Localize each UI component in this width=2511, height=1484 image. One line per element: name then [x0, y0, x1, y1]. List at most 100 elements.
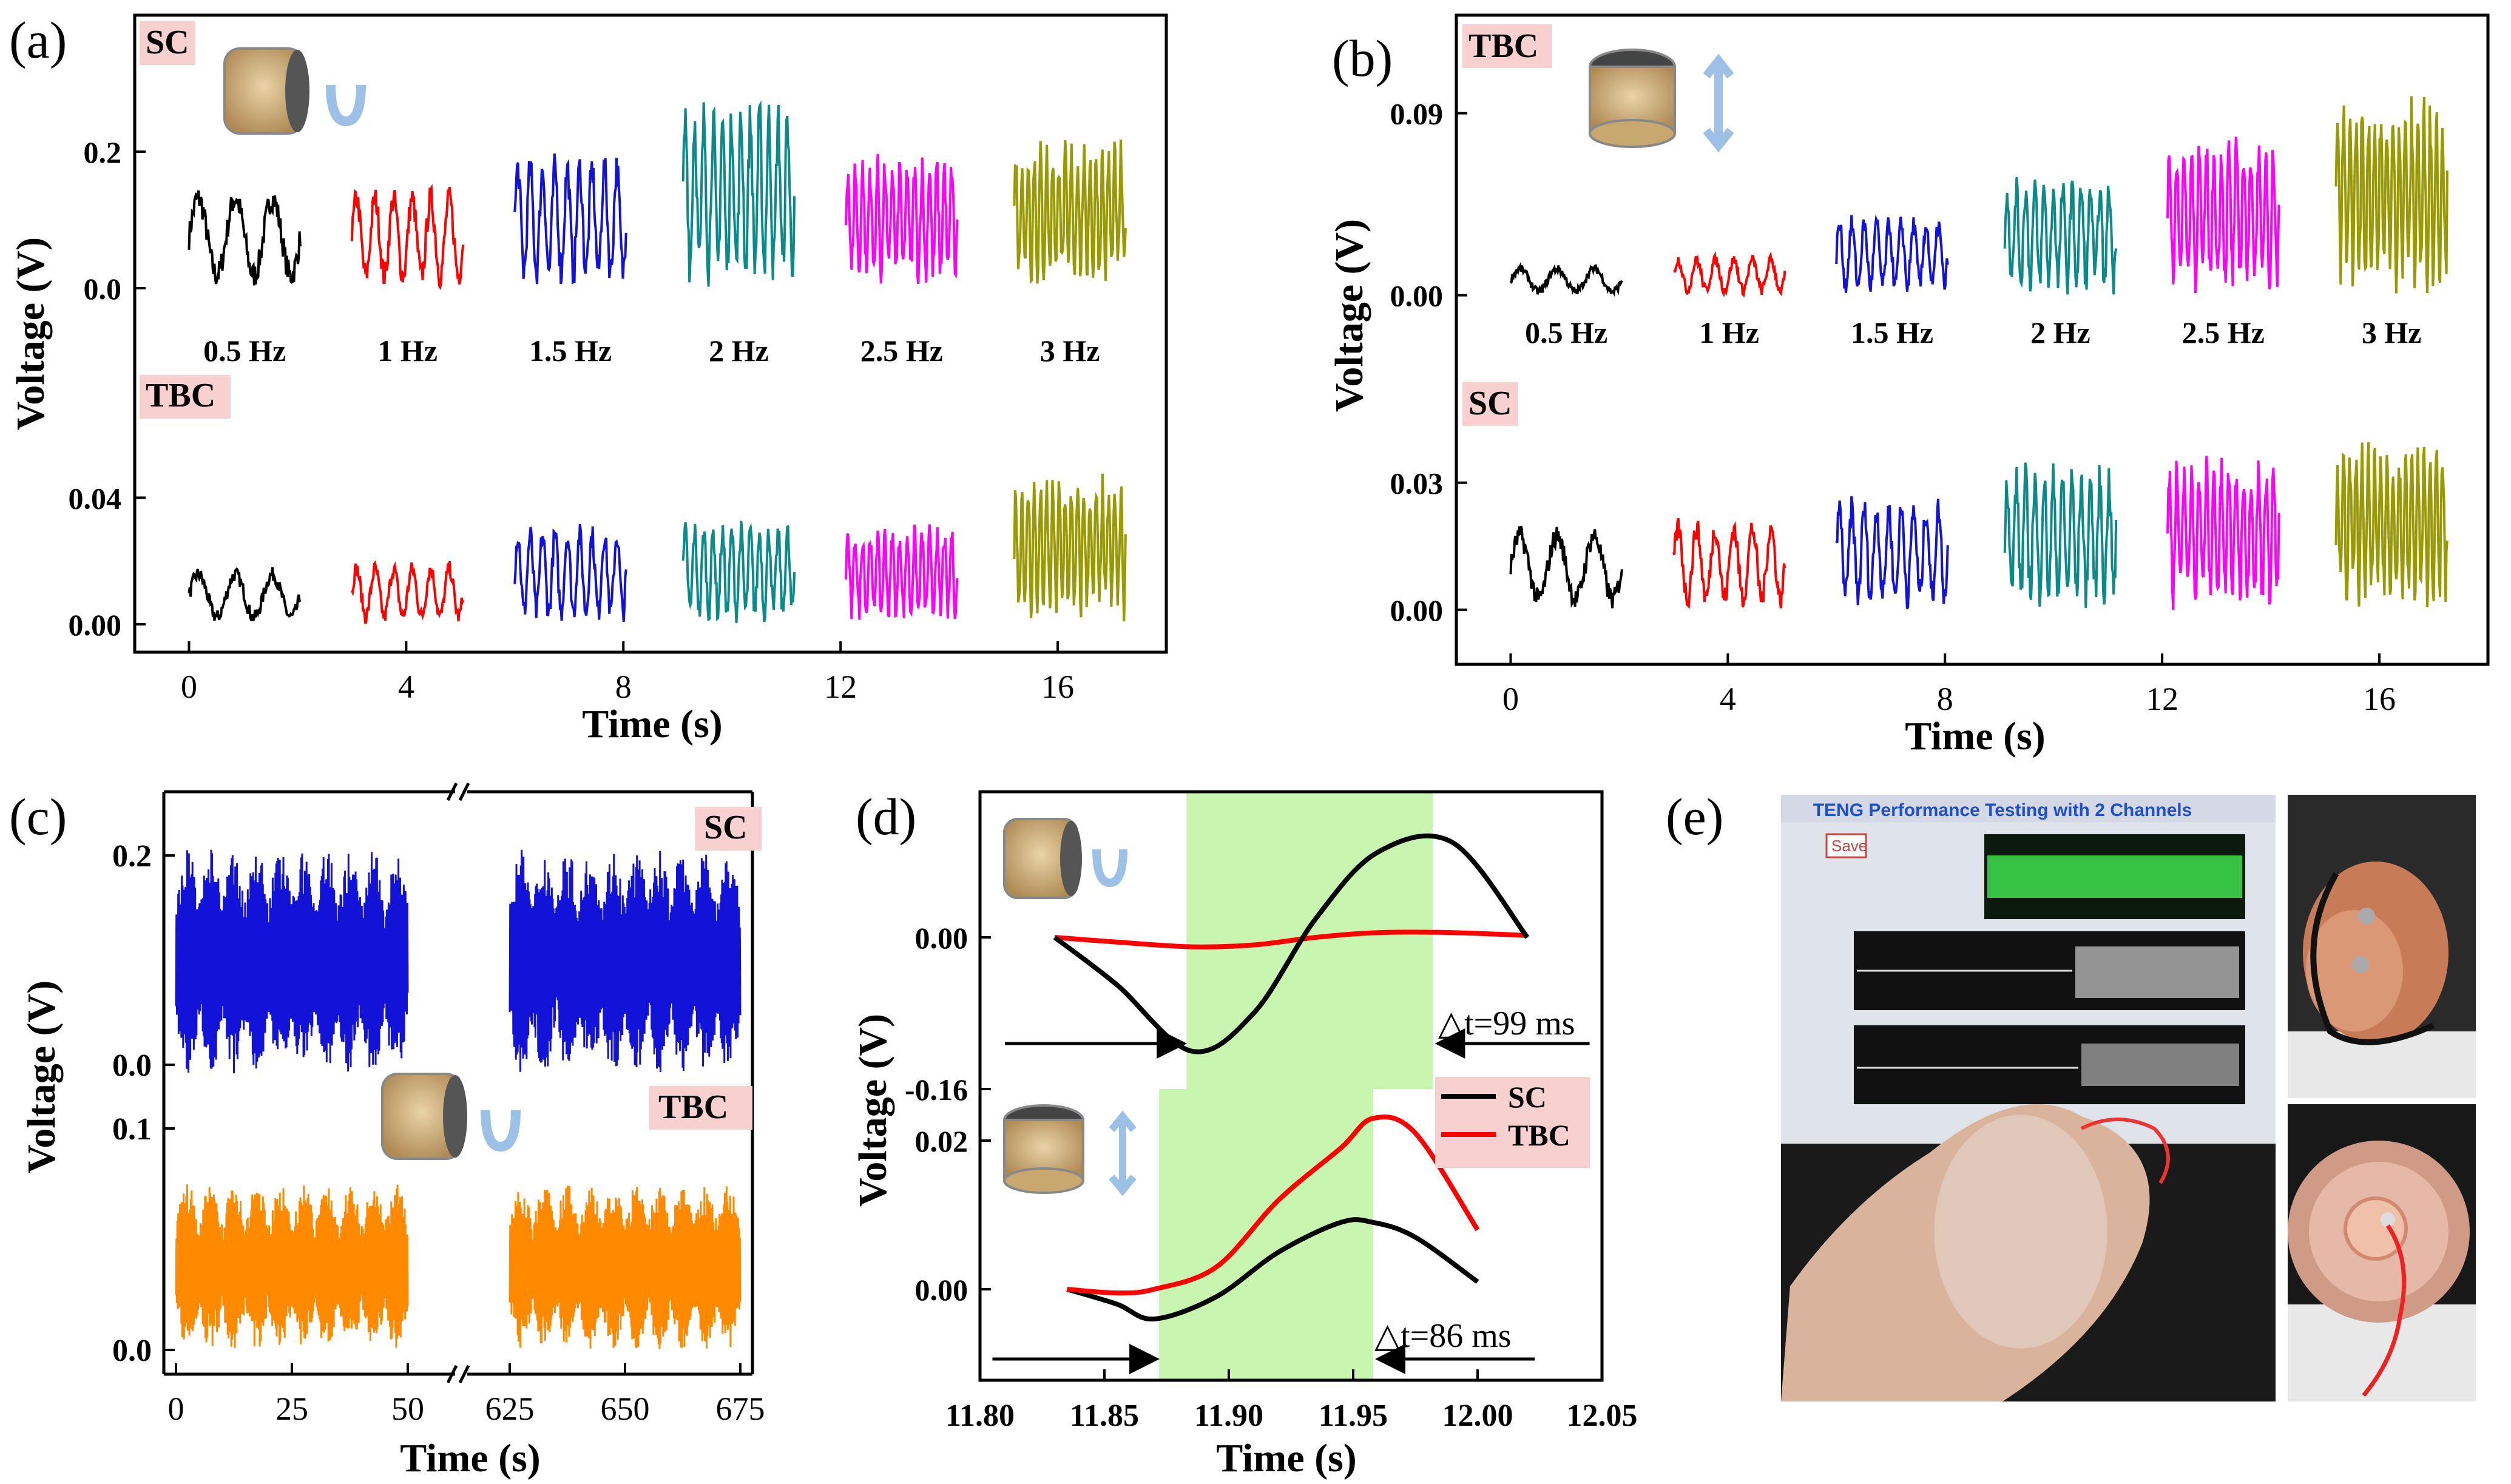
- tbc-curve-bottom: [1067, 1114, 1480, 1296]
- trace-top: [188, 190, 302, 286]
- legend: [1435, 1077, 1590, 1168]
- legend-sc-label: SC: [1508, 1080, 1547, 1114]
- trace-bot: [1672, 518, 1786, 609]
- y-tick-label: -0.16: [905, 1073, 968, 1107]
- freq-label: 0.5 Hz: [203, 334, 286, 368]
- delta-t-annotation: △t=86 ms: [1374, 1317, 1512, 1355]
- x-axis-label: Time (s): [400, 1436, 541, 1480]
- device-top-photo: [2288, 1104, 2476, 1401]
- panel-b-label: (b): [1332, 29, 1393, 87]
- freq-label: 2 Hz: [709, 334, 769, 368]
- hand-holding-device-photo: TENG Performance Testing with 2 Channels…: [1781, 795, 2276, 1401]
- y-tick-label: 0.09: [1390, 97, 1444, 131]
- x-tick-label: 25: [275, 1391, 308, 1427]
- delta-t-annotation: △t=99 ms: [1438, 1005, 1575, 1042]
- tag-box: [649, 1086, 752, 1130]
- y-tick-label: 0.00: [915, 921, 968, 955]
- trace-top: [2166, 137, 2280, 294]
- y-tick-label: 0.00: [69, 608, 122, 642]
- tag-box: [695, 807, 762, 851]
- y-tick-label: 0.2: [112, 839, 152, 874]
- panel-e-label: (e): [1666, 788, 1723, 846]
- trace-top: [1509, 261, 1623, 297]
- y-tick-label: 0.03: [1390, 467, 1444, 501]
- panel-c-label: (c): [9, 788, 67, 846]
- trace-bot: [1509, 525, 1623, 609]
- x-tick-label: 16: [1041, 669, 1074, 705]
- x-tick-label: 8: [615, 669, 632, 705]
- tag-tbc: TBC: [658, 1088, 728, 1126]
- x-tick-label: 0: [168, 1391, 184, 1427]
- panel-b-frame: [1455, 13, 2490, 666]
- trace-top: [681, 100, 796, 287]
- trace-top: [1013, 139, 1127, 285]
- freq-label: 1.5 Hz: [529, 334, 612, 368]
- x-tick-label: 625: [485, 1391, 535, 1427]
- vertical-cylinder-icon: [1589, 49, 1734, 153]
- vertical-cylinder-icon: [1003, 1104, 1137, 1196]
- tbc-trace: [175, 1184, 409, 1348]
- x-tick-label: 12: [2146, 681, 2178, 717]
- panel-e: (e) TENG Performance Testing with 2 Chan…: [1666, 788, 2476, 1401]
- tag-box: [1462, 382, 1518, 426]
- x-tick-label: 4: [1720, 681, 1736, 717]
- tbc-trace: [509, 1186, 742, 1349]
- trace-top: [2334, 96, 2448, 294]
- panel-a-frame: [133, 13, 1168, 654]
- save-button: [1825, 833, 1867, 858]
- x-axis-label: Time (s): [582, 702, 723, 746]
- tag-sc: SC: [146, 24, 189, 61]
- trace-bot: [513, 524, 627, 622]
- x-tick-label: 11.80: [945, 1398, 1015, 1433]
- tag-sc: SC: [704, 809, 748, 846]
- tag-sc: SC: [1468, 385, 1512, 422]
- axis-break: [446, 1364, 470, 1384]
- panel-d: (d) 11.80 11.85 11.90 11.95 12.00 12.05 0.00 -0…: [851, 788, 1638, 1480]
- save-label: Save: [1831, 837, 1867, 855]
- trace-bot: [2334, 442, 2448, 607]
- freq-label: 2 Hz: [2030, 315, 2090, 349]
- y-tick-label: 0.02: [915, 1124, 968, 1158]
- panel-d-frame: [978, 790, 1604, 1382]
- legend-tbc-label: TBC: [1508, 1118, 1570, 1152]
- tag-box: [1462, 24, 1552, 68]
- tag-tbc: TBC: [1468, 27, 1538, 65]
- x-tick-label: 0: [1502, 681, 1519, 717]
- trace-top: [1835, 214, 1949, 293]
- device-side-photo: [2288, 795, 2476, 1098]
- x-tick-label: 4: [398, 669, 414, 705]
- freq-label: 1 Hz: [1699, 315, 1759, 349]
- panel-a-label: (a): [9, 11, 67, 69]
- x-tick-label: 16: [2363, 681, 2396, 717]
- rotating-cylinder-icon: [381, 1073, 521, 1160]
- freq-label: 0.5 Hz: [1525, 315, 1607, 349]
- trace-top: [1673, 251, 1786, 298]
- rotating-cylinder-icon: [223, 47, 366, 135]
- y-tick-label: 0.00: [915, 1273, 968, 1307]
- panel-c: (c) 0 25 50 625 650 675 0.0 0.2 0.0 0.1 SC TBC Vo…: [9, 782, 765, 1480]
- freq-label: 2.5 Hz: [2182, 315, 2265, 349]
- y-tick-label: 0.0: [84, 272, 122, 306]
- x-tick-label: 12: [824, 669, 857, 705]
- freq-label: 1 Hz: [377, 334, 438, 368]
- x-tick-label: 12.05: [1567, 1398, 1638, 1433]
- x-tick-label: 0: [181, 669, 197, 705]
- tag-box: [140, 375, 231, 419]
- x-tick-label: 11.85: [1070, 1398, 1139, 1433]
- trace-bot: [2003, 462, 2118, 608]
- y-tick-label: 0.04: [69, 481, 122, 515]
- freq-label: 3 Hz: [2362, 315, 2422, 349]
- trace-bot: [1835, 496, 1949, 610]
- y-axis-label: Voltage (V): [8, 237, 53, 430]
- sc-curve-bottom: [1066, 1217, 1479, 1322]
- freq-label: 3 Hz: [1040, 334, 1100, 368]
- freq-label: 1.5 Hz: [1851, 315, 1933, 349]
- y-tick-label: 0.0: [112, 1334, 152, 1368]
- x-tick-label: 11.90: [1194, 1398, 1263, 1433]
- sc-curve-top: [1053, 833, 1530, 1054]
- axis-break: [446, 782, 470, 801]
- trace-bot: [1013, 473, 1127, 622]
- y-tick-label: 0.1: [112, 1112, 152, 1147]
- sc-trace: [509, 849, 742, 1073]
